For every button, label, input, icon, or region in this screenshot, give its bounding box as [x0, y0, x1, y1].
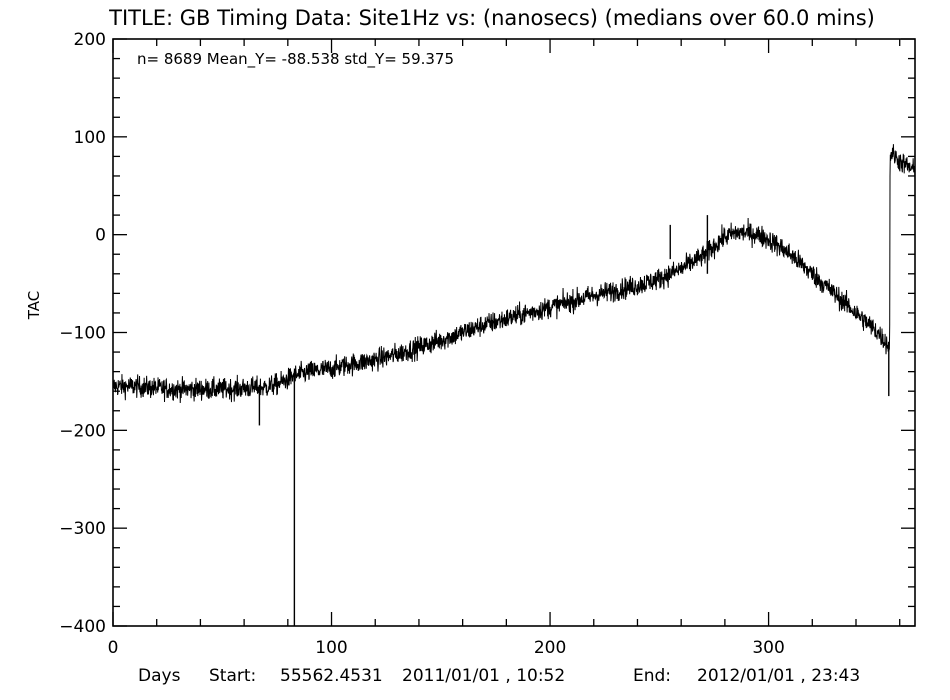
y-tick-label: −300: [59, 519, 106, 539]
y-tick-label: −400: [59, 617, 106, 637]
series-layer: [112, 144, 916, 626]
end-date: 2012/01/01 , 23:43: [697, 666, 860, 686]
axis-ticks: 0 100 200 300 −400 −300 −200 −100 0 100 200: [59, 30, 915, 658]
x-tick-label: 300: [752, 638, 784, 658]
y-tick-label: 200: [74, 30, 106, 50]
chart-title: TITLE: GB Timing Data: Site1Hz vs: (nano…: [108, 6, 875, 30]
start-label: Start:: [209, 666, 256, 686]
x-tick-label: 200: [534, 638, 566, 658]
x-axis-label: Days: [138, 666, 181, 686]
end-label: End:: [633, 666, 671, 686]
series-line: [112, 144, 916, 404]
plot-frame: [112, 38, 916, 627]
start-date: 2011/01/01 , 10:52: [402, 666, 565, 686]
y-tick-label: −200: [59, 421, 106, 441]
y-tick-label: −100: [59, 324, 106, 344]
x-tick-label: 0: [108, 638, 119, 658]
stats-readout: n= 8689 Mean_Y= -88.538 std_Y= 59.375: [137, 50, 454, 69]
x-tick-label: 100: [315, 638, 347, 658]
y-axis-label: TAC: [25, 291, 43, 320]
start-mjd: 55562.4531: [280, 666, 383, 686]
y-tick-label: 0: [95, 226, 106, 246]
y-tick-label: 100: [74, 128, 106, 148]
